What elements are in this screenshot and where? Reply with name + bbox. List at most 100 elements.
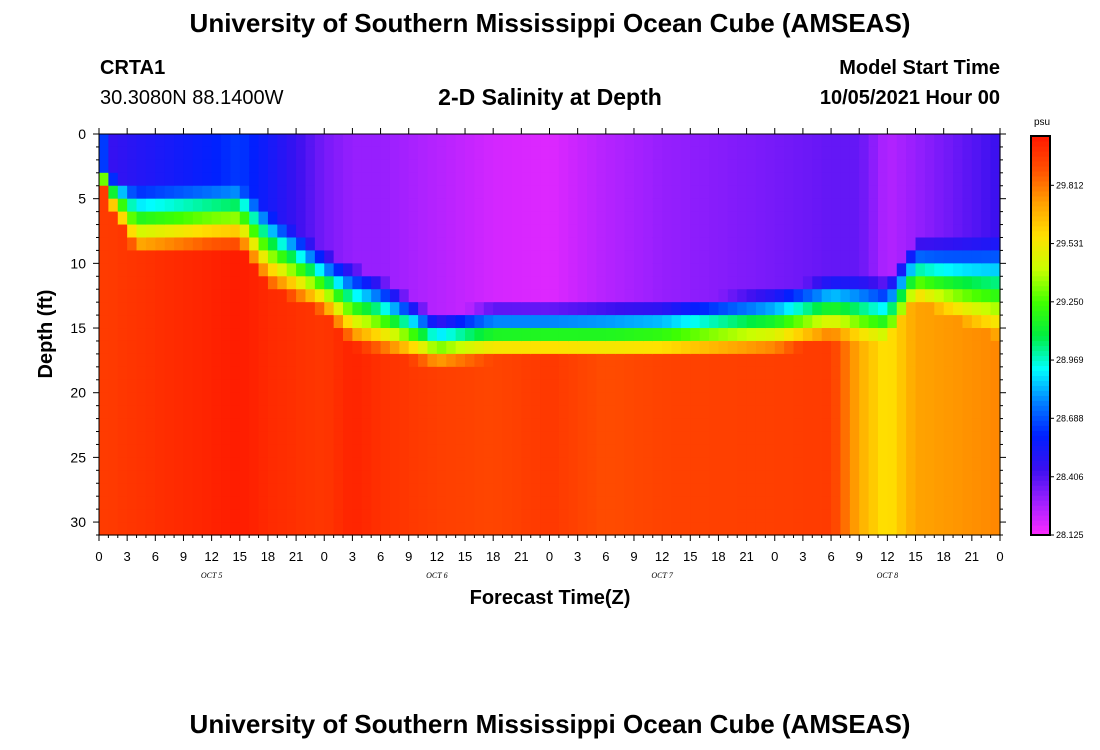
heatmap-cell	[371, 444, 382, 458]
heatmap-cell	[436, 496, 447, 510]
heatmap-cell	[277, 340, 288, 355]
heatmap-cell	[934, 328, 945, 342]
heatmap-cell	[568, 302, 579, 316]
heatmap-cell	[615, 211, 626, 226]
heatmap-cell	[333, 509, 344, 523]
heatmap-cell	[455, 237, 466, 252]
heatmap-cell	[333, 328, 344, 342]
heatmap-cell	[680, 315, 691, 329]
heatmap-cell	[352, 289, 363, 303]
heatmap-cell	[915, 159, 926, 174]
heatmap-cell	[314, 509, 325, 523]
heatmap-cell	[605, 431, 616, 446]
heatmap-cell	[934, 146, 945, 161]
heatmap-cell	[483, 444, 494, 458]
heatmap-cell	[699, 315, 710, 329]
heatmap-cell	[943, 405, 954, 420]
heatmap-cell	[577, 250, 588, 264]
heatmap-cell	[821, 146, 832, 161]
colorbar-segment	[1031, 330, 1050, 337]
heatmap-cell	[596, 353, 607, 368]
heatmap-cell	[314, 172, 325, 187]
heatmap-cell	[802, 470, 813, 484]
heatmap-cell	[493, 496, 504, 510]
heatmap-cell	[521, 185, 532, 200]
heatmap-cell	[192, 496, 203, 510]
heatmap-cell	[333, 289, 344, 303]
heatmap-cell	[774, 522, 785, 536]
heatmap-cell	[784, 159, 795, 174]
heatmap-cell	[633, 172, 644, 187]
heatmap-cell	[831, 444, 842, 458]
heatmap-cell	[746, 198, 757, 213]
heatmap-cell	[136, 134, 147, 148]
heatmap-cell	[389, 496, 400, 510]
heatmap-cell	[896, 289, 907, 303]
heatmap-cell	[352, 340, 363, 355]
heatmap-cell	[108, 340, 119, 355]
heatmap-cell	[981, 392, 992, 407]
heatmap-cell	[286, 172, 297, 187]
heatmap-cell	[436, 172, 447, 187]
heatmap-cell	[652, 431, 663, 446]
heatmap-cell	[887, 134, 898, 148]
heatmap-cell	[990, 392, 1001, 407]
heatmap-cell	[755, 198, 766, 213]
heatmap-cell	[558, 392, 569, 407]
heatmap-cell	[962, 198, 973, 213]
heatmap-cell	[371, 302, 382, 316]
heatmap-cell	[690, 353, 701, 368]
heatmap-cell	[174, 185, 185, 200]
heatmap-cell	[802, 198, 813, 213]
heatmap-cell	[596, 418, 607, 433]
heatmap-cell	[746, 457, 757, 471]
heatmap-cell	[802, 276, 813, 290]
heatmap-cell	[324, 379, 335, 394]
page-title: University of Southern Mississippi Ocean…	[189, 8, 911, 38]
heatmap-cell	[202, 366, 213, 381]
heatmap-cell	[652, 366, 663, 381]
heatmap-cell	[690, 509, 701, 523]
heatmap-cell	[221, 159, 231, 174]
heatmap-cell	[164, 289, 175, 303]
heatmap-cell	[446, 315, 457, 329]
heatmap-cell	[127, 185, 138, 200]
heatmap-cell	[624, 172, 635, 187]
heatmap-cell	[971, 237, 982, 252]
x-tick-label: 18	[261, 549, 275, 564]
heatmap-cell	[99, 353, 109, 368]
heatmap-cell	[755, 172, 766, 187]
heatmap-cell	[652, 315, 663, 329]
heatmap-cell	[202, 211, 213, 226]
heatmap-cell	[605, 159, 616, 174]
heatmap-cell	[117, 276, 128, 290]
heatmap-cell	[493, 289, 504, 303]
heatmap-cell	[568, 172, 579, 187]
heatmap-cell	[239, 302, 250, 316]
heatmap-cell	[906, 172, 917, 187]
heatmap-cell	[155, 509, 166, 523]
heatmap-cell	[99, 237, 109, 252]
heatmap-cell	[727, 353, 738, 368]
heatmap-cell	[408, 509, 419, 523]
x-tick-label: 3	[799, 549, 806, 564]
heatmap-cell	[361, 185, 372, 200]
heatmap-cell	[511, 340, 522, 355]
heatmap-cell	[258, 328, 269, 342]
heatmap-cell	[887, 392, 898, 407]
heatmap-cell	[859, 289, 870, 303]
heatmap-cell	[483, 250, 494, 264]
heatmap-cell	[239, 159, 250, 174]
heatmap-cell	[812, 457, 823, 471]
heatmap-cell	[211, 366, 222, 381]
heatmap-cell	[971, 134, 982, 148]
heatmap-cell	[896, 405, 907, 420]
heatmap-cell	[943, 172, 954, 187]
heatmap-cell	[540, 340, 551, 355]
heatmap-cell	[136, 457, 147, 471]
heatmap-cell	[521, 457, 532, 471]
heatmap-cell	[624, 289, 635, 303]
heatmap-cell	[981, 134, 992, 148]
heatmap-cell	[483, 315, 494, 329]
heatmap-cell	[446, 263, 457, 277]
